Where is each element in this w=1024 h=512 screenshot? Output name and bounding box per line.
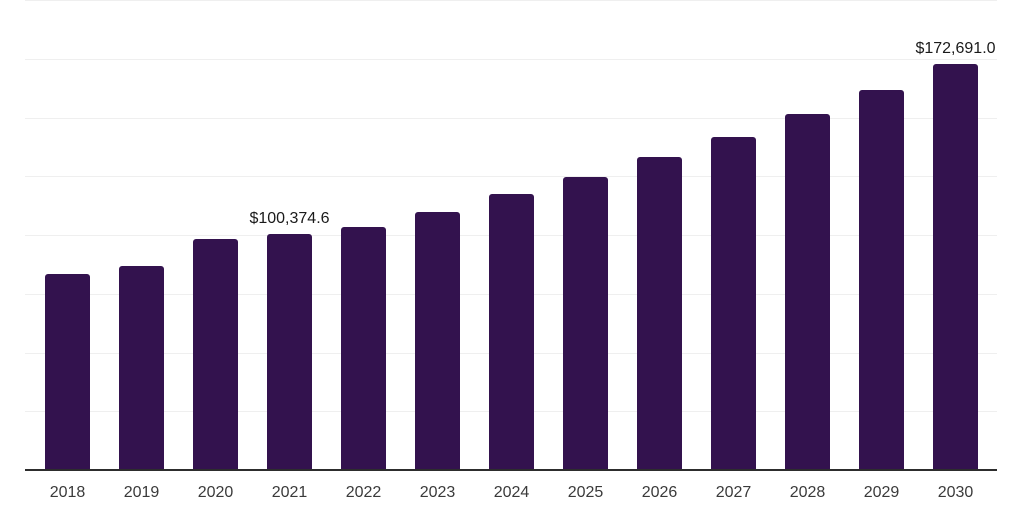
bar-2024 (489, 194, 534, 470)
plot-area: $100,374.6 $172,691.0 (25, 0, 997, 471)
bar-2029 (859, 90, 904, 470)
bar-2025 (563, 177, 608, 470)
x-tick-label-2024: 2024 (493, 484, 530, 501)
x-tick-label-2022: 2022 (345, 484, 382, 501)
x-tick-label-2028: 2028 (789, 484, 826, 501)
x-tick-label-2029: 2029 (863, 484, 900, 501)
x-axis-line (25, 469, 997, 471)
x-tick-label-2025: 2025 (567, 484, 604, 501)
x-tick-label-2026: 2026 (641, 484, 678, 501)
bar-2019 (119, 266, 164, 470)
x-tick-label-2021: 2021 (271, 484, 308, 501)
bar-2021 (267, 234, 312, 470)
x-tick-label-2030: 2030 (937, 484, 974, 501)
bar-2020 (193, 239, 238, 470)
bar-2027 (711, 137, 756, 470)
gridline (25, 0, 997, 1)
gridline (25, 117, 997, 119)
bar-2028 (785, 114, 830, 470)
x-tick-label-2027: 2027 (715, 484, 752, 501)
bar-2030 (933, 64, 978, 470)
bar-value-label-2030: $172,691.0 (915, 40, 996, 58)
bar-2026 (637, 157, 682, 470)
x-tick-label-2019: 2019 (123, 484, 160, 501)
x-tick-label-2020: 2020 (197, 484, 234, 501)
x-tick-label-2018: 2018 (49, 484, 86, 501)
bar-2022 (341, 227, 386, 470)
gridline (25, 176, 997, 178)
x-tick-label-2023: 2023 (419, 484, 456, 501)
bar-2018 (45, 274, 90, 470)
gridline (25, 58, 997, 60)
bar-value-label-2021: $100,374.6 (249, 210, 330, 228)
bar-2023 (415, 212, 460, 470)
